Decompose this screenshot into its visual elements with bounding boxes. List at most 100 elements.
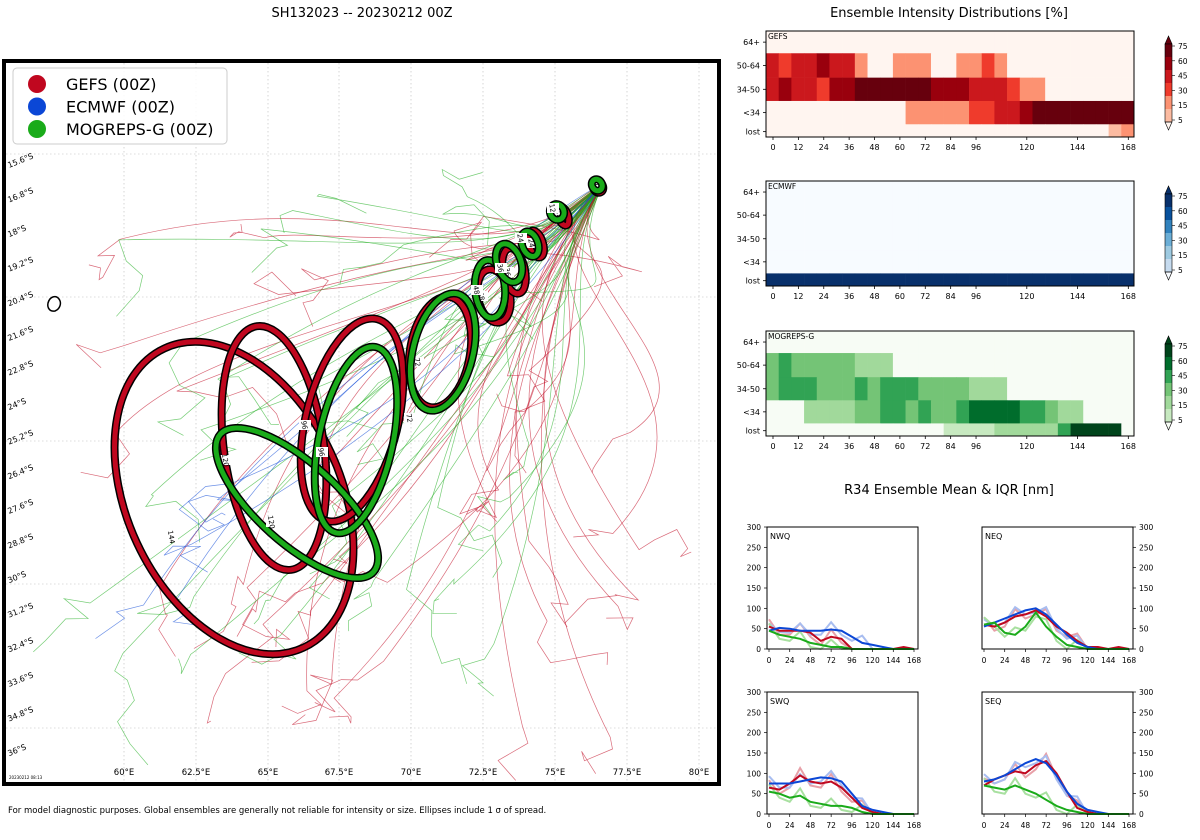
heatmap-cell [943,331,957,354]
heatmap-cell [956,423,970,437]
heatmap-cell [981,227,995,251]
heatmap-cell [1070,353,1084,378]
main-title: SH132023 -- 20230212 00Z [271,6,452,21]
heatmap-cell [1070,331,1084,354]
heatmap-xtick-label: 60 [895,292,905,301]
heatmap-cell [930,124,944,138]
heatmap-cell [766,100,779,125]
heatmap-cell [1083,353,1097,378]
heatmap-cell [892,77,906,102]
heatmap-cell [1108,273,1122,287]
heatmap-cell [1108,53,1122,78]
heatmap-cell [1070,250,1084,274]
ellipse-label-bg [495,263,507,273]
heatmap-cell [867,227,881,251]
r34-xtick-label: 120 [1080,656,1095,665]
heatmap-cell [842,31,856,54]
intensity-heatmaps: GEFS 64+ 50-64 34-50 <34 lost 0 12 24 36 48 60 72 84 9… [737,30,1188,451]
heatmap-cell [867,273,881,287]
r34-quadrant-label: NWQ [770,532,790,541]
heatmap-cell [791,227,805,251]
heatmap-cell [880,377,894,401]
r34-xtick-label: 72 [826,821,836,830]
r34-ytick-label: 0 [756,810,761,819]
heatmap-cell [880,53,894,78]
heatmap-cell [981,331,995,354]
heatmap-cell [791,124,805,138]
heatmap-cell [778,227,792,251]
heatmap-cell [969,227,983,251]
heatmap-cell [892,400,906,424]
colorbar-segment [1165,396,1172,410]
heatmap-cell [1057,423,1071,437]
r34-ytick-label: 200 [747,564,762,573]
ellipse-label-bg [515,233,527,243]
heatmap-cell [1019,250,1033,274]
colorbar-top-arrow [1164,185,1173,195]
heatmap-xtick-label: 84 [946,292,956,301]
heatmap-cell [1095,377,1109,401]
legend-box [12,67,228,145]
heatmap-cell [981,100,995,125]
colorbar: 75 60 45 30 15 5 [1164,185,1188,281]
heatmap-xtick-label: 72 [920,143,930,152]
heatmap-xtick-label: 60 [895,442,905,451]
heatmap-cell [778,203,792,228]
colorbar-tick-label: 5 [1178,416,1183,425]
ellipse-label: 48 [476,291,485,301]
heatmap-cell [1121,250,1135,274]
heatmap-cell [956,400,970,424]
lon-label: 67.5°E [325,768,354,778]
heatmap-cell [918,203,932,228]
heatmap-cell [1007,53,1021,78]
heatmap-cell [892,31,906,54]
gefs-ellipse-120-ring [219,323,329,573]
colorbar-tick-label: 15 [1178,251,1188,260]
r34-ytick-label: 100 [1139,769,1154,778]
heatmap-cell [1121,203,1135,228]
heatmap-cell [930,353,944,378]
heatmap-cell [1108,377,1122,401]
heatmap-cell [1057,77,1071,102]
heatmap-cell [1070,273,1084,287]
heatmap-frame [765,30,1135,138]
heatmap-cell [1045,423,1059,437]
ellipse-label-bg [412,357,424,367]
heatmap-cell [829,377,843,401]
heatmap-cell [956,273,970,287]
mogreps-ellipse-12: 12 [545,200,569,224]
r34-xtick-label: 168 [907,821,922,830]
heatmap-cell [766,227,779,251]
heatmap-cell [842,53,856,78]
heatmap-cell [969,31,983,54]
heatmap-cell [1095,77,1109,102]
heatmap-cell [842,377,856,401]
ellipse-label-bg [166,532,178,542]
legend-label: MOGREPS-G (00Z) [66,120,213,139]
heatmap-cell [930,77,944,102]
r34-xtick-label: 96 [847,656,857,665]
heatmap-cell [1057,181,1071,204]
heatmap-cell [1007,227,1021,251]
heatmap-cell [905,181,919,204]
heatmap-xtick-label: 12 [793,442,803,451]
heatmap-xtick-label: 36 [844,143,854,152]
track-line [457,182,604,551]
heatmap-cell [892,203,906,228]
heatmap-cell [1032,203,1046,228]
heatmap-cell [1121,181,1135,204]
heatmap-row-label: 50-64 [737,211,760,220]
colorbar-segment [1165,259,1172,273]
heatmap-cell [804,181,818,204]
heatmap-cell [1019,400,1033,424]
heatmap-cell [1019,353,1033,378]
track-line [543,182,640,624]
heatmap-cell [1095,227,1109,251]
heatmap-cell [1057,31,1071,54]
heatmap-row-label: <34 [743,109,760,118]
heatmap-cell [804,227,818,251]
heatmap-cell [778,353,792,378]
r34-ytick-label: 150 [1139,749,1154,758]
